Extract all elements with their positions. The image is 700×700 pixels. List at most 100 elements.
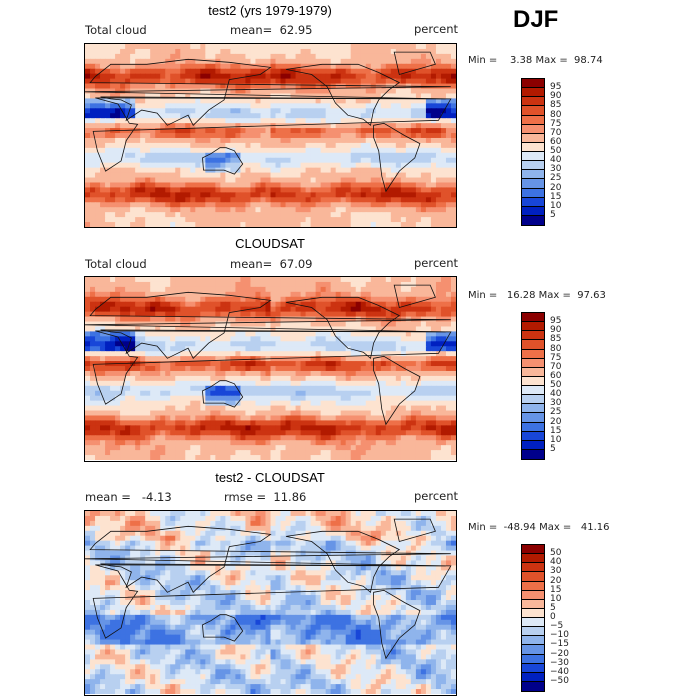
- map-cell: [435, 128, 442, 134]
- map-cell: [275, 380, 282, 387]
- map-cell: [150, 351, 156, 357]
- map-cell: [275, 93, 282, 100]
- map-cell: [95, 400, 101, 407]
- map-cell: [340, 162, 347, 169]
- map-cell: [140, 370, 146, 377]
- map-cell: [150, 133, 156, 139]
- map-cell: [155, 296, 161, 303]
- map-cell: [415, 336, 422, 342]
- map-cell: [140, 123, 146, 129]
- map-cell: [85, 118, 91, 124]
- map-cell: [410, 311, 417, 318]
- map-cell: [255, 133, 262, 139]
- map-cell: [130, 197, 136, 203]
- map-cell: [310, 356, 317, 362]
- map-cell: [210, 281, 216, 288]
- map-cell: [235, 113, 242, 119]
- map-cell: [175, 142, 181, 149]
- map-cell: [210, 331, 216, 337]
- map-cell: [125, 187, 131, 193]
- map-cell: [210, 113, 216, 119]
- map-cell: [120, 390, 126, 397]
- map-cell: [440, 321, 447, 328]
- map-cell: [200, 172, 206, 179]
- map-cell: [260, 410, 267, 417]
- map-cell: [255, 78, 262, 85]
- map-cell: [295, 202, 302, 208]
- map-cell: [430, 182, 437, 189]
- map-cell: [295, 118, 302, 124]
- map-cell: [220, 311, 226, 318]
- map-cell: [365, 286, 372, 293]
- map-cell: [430, 142, 437, 149]
- map-cell: [150, 93, 156, 100]
- map-cell: [195, 375, 201, 382]
- map-cell: [120, 217, 126, 223]
- map-cell: [195, 147, 201, 154]
- map-cell: [190, 301, 196, 308]
- map-cell: [115, 336, 121, 342]
- map-cell: [210, 152, 216, 159]
- map-cell: [165, 390, 171, 397]
- map-cell: [285, 152, 292, 159]
- map-cell: [280, 53, 287, 60]
- map-cell: [445, 370, 452, 377]
- map-cell: [305, 147, 312, 154]
- map-cell: [345, 326, 352, 333]
- map-cell: [100, 222, 106, 227]
- map-cell: [445, 341, 452, 347]
- map-cell: [435, 326, 442, 333]
- map-cell: [375, 311, 382, 318]
- map-cell: [85, 93, 91, 100]
- map-cell: [270, 222, 277, 227]
- map-cell: [315, 207, 322, 213]
- map-cell: [350, 331, 357, 337]
- map-cell: [130, 370, 136, 377]
- map-cell: [325, 380, 332, 387]
- map-cell: [85, 197, 91, 203]
- map-cell: [340, 128, 347, 134]
- map-cell: [255, 286, 262, 293]
- map-cell: [185, 400, 191, 407]
- map-cell: [355, 316, 362, 323]
- map-cell: [90, 306, 96, 313]
- map-cell: [245, 98, 252, 104]
- map-cell: [135, 133, 141, 139]
- map-cell: [175, 316, 181, 323]
- map-cell: [155, 137, 161, 144]
- map-cell: [85, 192, 91, 198]
- map-cell: [410, 410, 417, 417]
- map-cell: [385, 73, 392, 80]
- map-cell: [150, 415, 156, 422]
- map-cell: [370, 177, 377, 184]
- map-cell: [345, 103, 352, 109]
- map-cell: [420, 380, 427, 387]
- map-cell: [185, 281, 191, 288]
- map-cell: [355, 390, 362, 397]
- map-cell: [410, 321, 417, 328]
- map-cell: [360, 217, 367, 223]
- map-cell: [135, 356, 141, 362]
- map-cell: [105, 68, 111, 75]
- map-cell: [420, 346, 427, 352]
- map-cell: [100, 217, 106, 223]
- map-cell: [215, 108, 221, 114]
- map-cell: [435, 400, 442, 407]
- map-cell: [430, 202, 437, 208]
- map-cell: [115, 162, 121, 169]
- map-cell: [105, 351, 111, 357]
- map-cell: [190, 83, 196, 90]
- map-cell: [300, 415, 307, 422]
- map-cell: [260, 361, 267, 367]
- map-cell: [375, 375, 382, 382]
- map-cell: [425, 142, 432, 149]
- map-cell: [345, 390, 352, 397]
- map-cell: [215, 390, 221, 397]
- map-cell: [225, 147, 231, 154]
- map-cell: [155, 142, 161, 149]
- map-cell: [320, 88, 327, 95]
- map-cell: [345, 142, 352, 149]
- map-cell: [325, 336, 332, 342]
- map-cell: [90, 73, 96, 80]
- map-cell: [235, 286, 242, 293]
